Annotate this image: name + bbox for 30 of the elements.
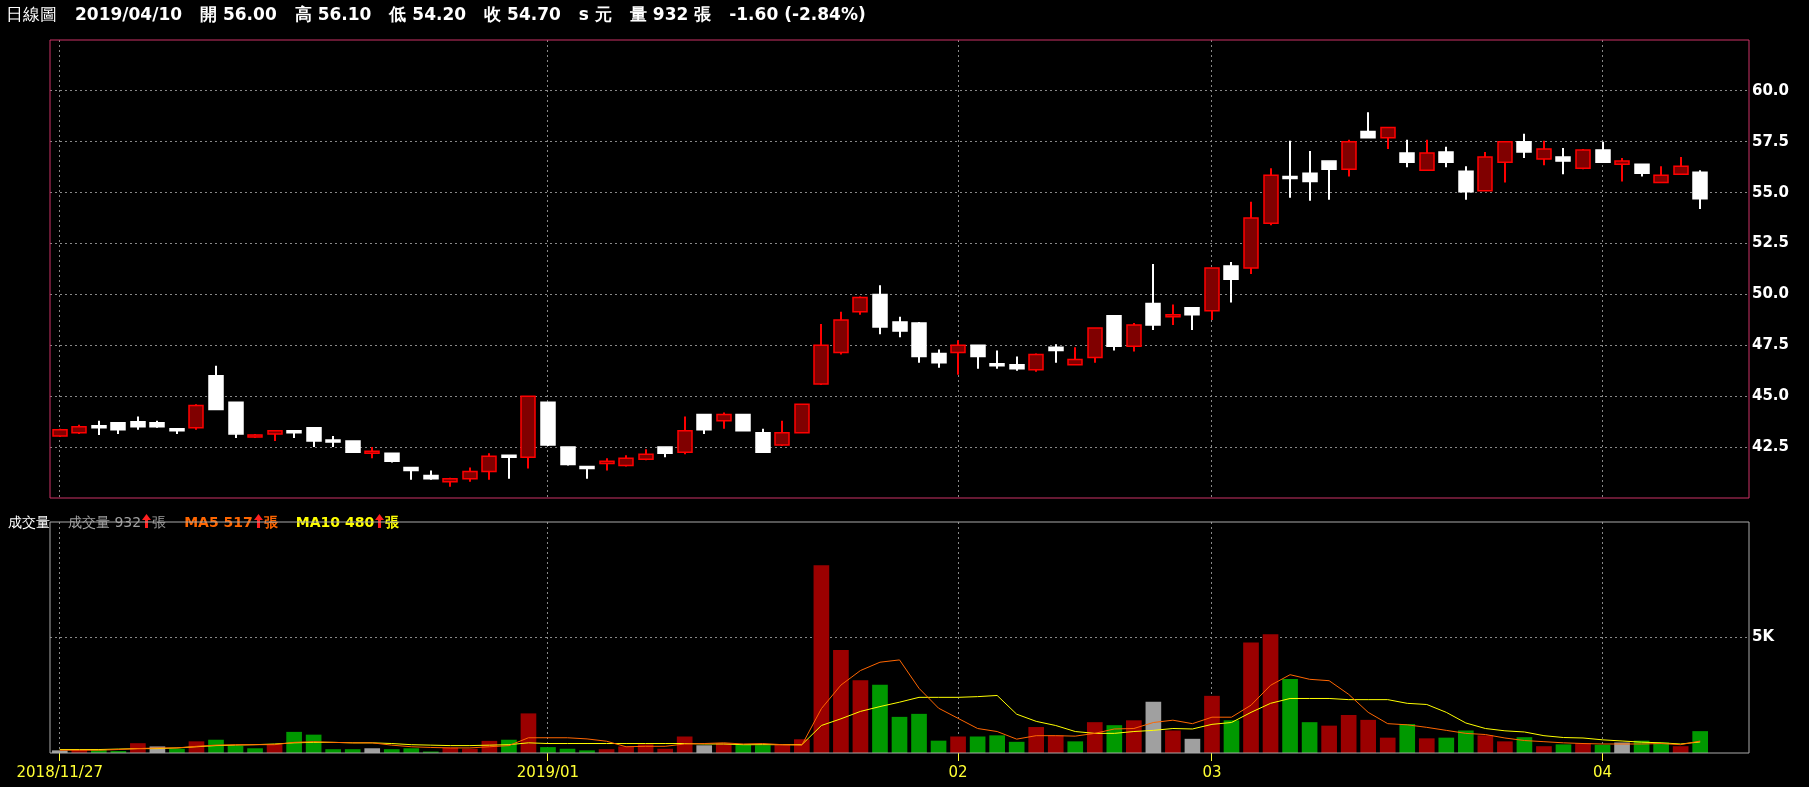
x-tick-label: 2019/01 xyxy=(516,762,580,781)
x-tick-label: 03 xyxy=(1202,762,1222,781)
y-tick-label: 55.0 xyxy=(1752,182,1790,201)
text: 高 56.10 xyxy=(294,2,372,26)
chart-title: 日線圖 xyxy=(6,2,57,26)
y-tick-label: 47.5 xyxy=(1752,335,1790,354)
y-tick-label: 42.5 xyxy=(1752,437,1790,455)
text: 收 54.70 xyxy=(484,2,561,26)
x-tick-label: 2018/11/27 xyxy=(16,762,103,781)
chart-title: 成交量 xyxy=(8,514,50,532)
text: 量 932 張 xyxy=(629,2,712,26)
text: 張 xyxy=(385,514,400,530)
x-tick-label: 02 xyxy=(948,762,968,781)
text: MA5 517 xyxy=(184,514,253,530)
y-tick-label: 57.5 xyxy=(1752,131,1790,150)
text: 張 xyxy=(263,514,278,530)
y-axis-title: 張 xyxy=(152,514,167,530)
text: 2019/04/10 xyxy=(75,4,183,24)
text: s 元 xyxy=(578,2,612,26)
x-tick-label: 04 xyxy=(1592,762,1613,781)
text: 低 54.20 xyxy=(389,2,467,26)
y-tick-label: 45.0 xyxy=(1752,386,1790,405)
text: 成交量 932 xyxy=(68,514,142,530)
text: 開 56.00 xyxy=(200,2,277,26)
text: -1.60 (-2.84%) xyxy=(729,4,866,24)
y-tick-label: 5K xyxy=(1752,627,1776,646)
y-tick-label: 52.5 xyxy=(1752,233,1790,252)
y-tick-label: 60.0 xyxy=(1752,80,1790,99)
text: MA10 480 xyxy=(295,514,375,530)
y-tick-label: 50.0 xyxy=(1752,284,1790,303)
